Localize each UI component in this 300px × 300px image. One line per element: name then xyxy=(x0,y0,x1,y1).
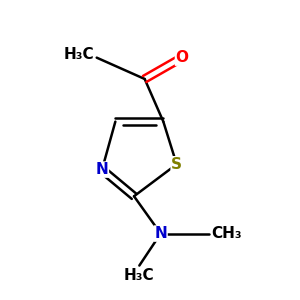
Text: H₃C: H₃C xyxy=(124,268,155,283)
Text: S: S xyxy=(171,157,182,172)
Text: N: N xyxy=(154,226,167,241)
Text: N: N xyxy=(96,162,108,177)
Text: O: O xyxy=(176,50,188,65)
Text: H₃C: H₃C xyxy=(63,47,94,62)
Text: CH₃: CH₃ xyxy=(211,226,242,241)
